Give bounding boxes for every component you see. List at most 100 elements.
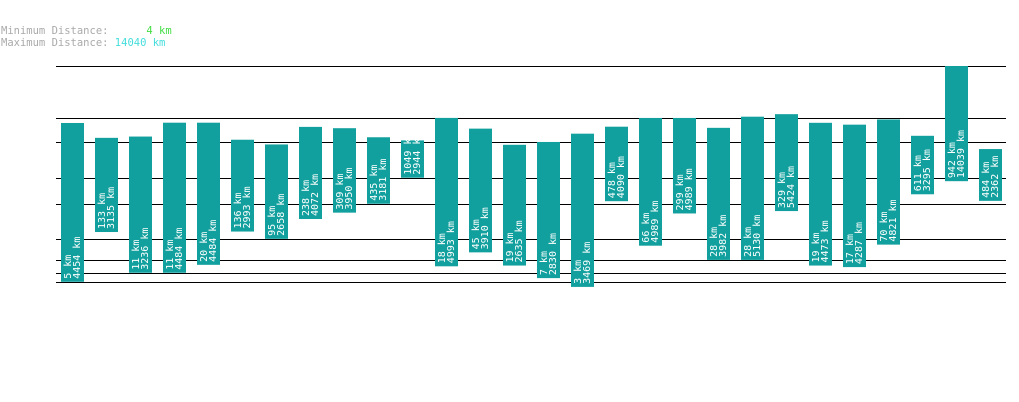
bar-near-label: 45 km: [471, 219, 482, 249]
bar-far-label: 4989 km: [650, 201, 661, 243]
distance-bar: [469, 128, 492, 253]
bar-near-label: 299 km: [675, 174, 686, 210]
bar-near-label: 329 km: [777, 172, 788, 208]
min-distance-value: 4 km: [146, 25, 172, 37]
bar-far-label: 5130 km: [752, 215, 763, 257]
distance-bar: [911, 135, 934, 195]
bar-far-label: 2658 km: [276, 194, 287, 236]
distance-bar: [333, 128, 356, 213]
distance-bar: [197, 122, 220, 265]
bar-near-label: 66 km: [641, 213, 652, 243]
distance-bar: [435, 117, 458, 267]
bar-near-label: 18 km: [437, 233, 448, 263]
bar-near-label: 611 km: [913, 155, 924, 191]
max-distance-label: Maximum Distance:: [1, 36, 109, 49]
distance-bar: [877, 119, 900, 245]
bar-far-label: 2830 km: [548, 233, 559, 275]
bar-near-label: 136 km: [233, 192, 244, 228]
distance-bar: [639, 117, 662, 246]
bar-near-label: 484 km: [981, 162, 992, 198]
distance-bar: [231, 139, 254, 232]
bar-near-label: 28 km: [743, 227, 754, 257]
bar-far-label: 4090 km: [616, 156, 627, 198]
distance-bar: [299, 126, 322, 220]
distance-bar: [61, 122, 84, 282]
distance-bar: [843, 124, 866, 268]
distance-bar: [401, 140, 424, 178]
bar-near-label: 95 km: [267, 206, 278, 236]
bar-near-label: 238 km: [301, 180, 312, 216]
bar-far-label: 4821 km: [888, 199, 899, 241]
distance-bar: [163, 122, 186, 273]
bar-near-label: 28 km: [709, 227, 720, 257]
bar-far-label: 4989 km: [684, 168, 695, 210]
distance-bar: [95, 137, 118, 233]
bar-far-label: 3135 km: [106, 187, 117, 229]
bar-near-label: 942 km: [947, 142, 958, 178]
distance-bar: [775, 114, 798, 212]
bar-far-label: 4484 km: [174, 228, 185, 270]
bar-far-label: 5424 km: [786, 166, 797, 208]
distance-bar: [979, 149, 1002, 201]
bar-near-label: 11 km: [131, 240, 142, 270]
bar-near-label: 478 km: [607, 162, 618, 198]
bar-far-label: 4473 km: [820, 220, 831, 262]
distance-bar: [605, 126, 628, 202]
bar-near-label: 3 km: [573, 260, 584, 284]
bar-far-label: 3181 km: [378, 159, 389, 201]
distance-bar: [945, 66, 968, 182]
bar-far-label: 3950 km: [344, 167, 355, 209]
bar-near-label: 17 km: [845, 234, 856, 264]
distance-bar: [537, 141, 560, 279]
bar-far-label: 3469 km: [582, 242, 593, 284]
bar-near-label: 19 km: [505, 232, 516, 262]
bar-near-label: 19 km: [811, 232, 822, 262]
distance-bar: [129, 136, 152, 273]
bar-far-label: 3910 km: [480, 207, 491, 249]
bar-near-label: 70 km: [879, 212, 890, 242]
distance-bar: [367, 137, 390, 204]
bar-near-label: 309 km: [335, 174, 346, 210]
bar-far-label: 14039 km: [956, 130, 967, 178]
bar-near-label: 5 km: [63, 255, 74, 279]
distance-bar: [741, 116, 764, 260]
max-distance-row: Maximum Distance: 14040 km: [1, 36, 172, 50]
bar-near-label: 11 km: [165, 240, 176, 270]
bar-far-label: 3295 km: [922, 149, 933, 191]
min-distance-row: Minimum Distance: 4 km: [1, 25, 172, 38]
bar-near-label: 133 km: [97, 193, 108, 229]
max-distance-value: 14040 km: [114, 36, 166, 49]
distance-bar: [503, 144, 526, 266]
distance-bar: [707, 127, 730, 260]
bar-far-label: 3982 km: [718, 215, 729, 257]
bar-far-label: 4484 km: [208, 220, 219, 262]
bar-far-label: 4454 km: [72, 237, 83, 279]
bar-far-label: 2993 km: [242, 186, 253, 228]
bar-near-label: 435 km: [369, 165, 380, 201]
bar-far-label: 4993 km: [446, 221, 457, 263]
